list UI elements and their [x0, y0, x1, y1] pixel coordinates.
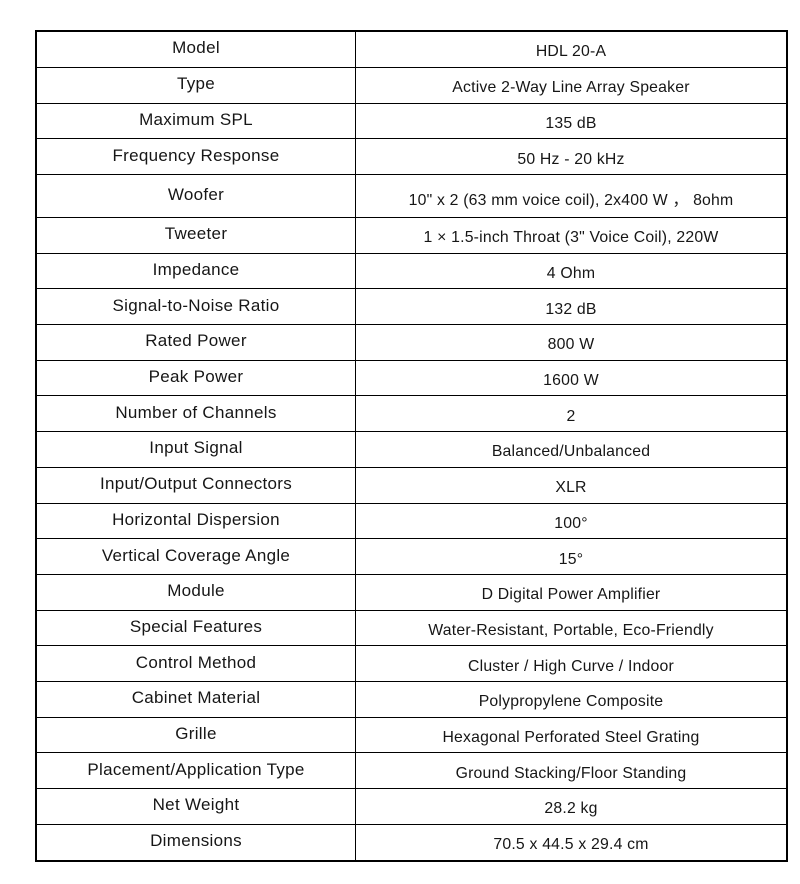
spec-label: Peak Power: [35, 359, 356, 397]
table-row: Placement/Application Type Ground Stacki…: [35, 752, 788, 790]
spec-value: 4 Ohm: [355, 252, 788, 290]
spec-value: 1 × 1.5-inch Throat (3" Voice Coil), 220…: [355, 216, 788, 254]
spec-value: D Digital Power Amplifier: [355, 573, 788, 611]
table-row: Special Features Water-Resistant, Portab…: [35, 609, 788, 647]
table-row: Dimensions 70.5 x 44.5 x 29.4 cm: [35, 823, 788, 862]
table-row: Rated Power 800 W: [35, 323, 788, 361]
spec-label: Dimensions: [35, 823, 356, 862]
spec-label: Input/Output Connectors: [35, 466, 356, 504]
table-row: Control Method Cluster / High Curve / In…: [35, 645, 788, 683]
spec-value: Polypropylene Composite: [355, 681, 788, 718]
table-row: Frequency Response 50 Hz - 20 kHz: [35, 138, 788, 176]
table-row: Vertical Coverage Angle 15°: [35, 538, 788, 575]
spec-label: Frequency Response: [35, 138, 356, 176]
spec-value: Cluster / High Curve / Indoor: [355, 645, 788, 683]
spec-label: Control Method: [35, 645, 356, 683]
spec-value: Hexagonal Perforated Steel Grating: [355, 716, 788, 754]
spec-value: 70.5 x 44.5 x 29.4 cm: [355, 823, 788, 862]
spec-value: HDL 20-A: [355, 30, 788, 68]
spec-label: Module: [35, 573, 356, 611]
table-row: Input Signal Balanced/Unbalanced: [35, 431, 788, 468]
spec-table-body: Model HDL 20-A Type Active 2-Way Line Ar…: [35, 30, 788, 862]
table-row: Horizontal Dispersion 100°: [35, 502, 788, 540]
spec-value: 10" x 2 (63 mm voice coil), 2x400 W ， 8o…: [355, 174, 788, 218]
spec-value: 800 W: [355, 323, 788, 361]
spec-value: Balanced/Unbalanced: [355, 431, 788, 468]
spec-label: Placement/Application Type: [35, 752, 356, 790]
table-row: Maximum SPL 135 dB: [35, 102, 788, 140]
speaker-spec-table: Model HDL 20-A Type Active 2-Way Line Ar…: [35, 30, 788, 862]
table-row: Number of Channels 2: [35, 395, 788, 433]
spec-label: Number of Channels: [35, 395, 356, 433]
spec-value: 15°: [355, 538, 788, 575]
spec-value: 1600 W: [355, 359, 788, 397]
spec-label: Cabinet Material: [35, 681, 356, 718]
table-row: Model HDL 20-A: [35, 30, 788, 68]
spec-label: Horizontal Dispersion: [35, 502, 356, 540]
table-row: Signal-to-Noise Ratio 132 dB: [35, 288, 788, 325]
spec-label: Model: [35, 30, 356, 68]
spec-label: Input Signal: [35, 431, 356, 468]
spec-value: 132 dB: [355, 288, 788, 325]
table-row: Module D Digital Power Amplifier: [35, 573, 788, 611]
spec-value: 50 Hz - 20 kHz: [355, 138, 788, 176]
spec-value: 135 dB: [355, 102, 788, 140]
spec-label: Rated Power: [35, 323, 356, 361]
spec-value: 28.2 kg: [355, 788, 788, 825]
spec-label: Vertical Coverage Angle: [35, 538, 356, 575]
table-row: Net Weight 28.2 kg: [35, 788, 788, 825]
spec-value: Ground Stacking/Floor Standing: [355, 752, 788, 790]
spec-label: Impedance: [35, 252, 356, 290]
spec-label: Grille: [35, 716, 356, 754]
table-row: Tweeter 1 × 1.5-inch Throat (3" Voice Co…: [35, 216, 788, 254]
spec-label: Woofer: [35, 174, 356, 218]
spec-label: Type: [35, 66, 356, 104]
table-row: Grille Hexagonal Perforated Steel Gratin…: [35, 716, 788, 754]
table-row: Input/Output Connectors XLR: [35, 466, 788, 504]
spec-label: Tweeter: [35, 216, 356, 254]
table-row: Woofer 10" x 2 (63 mm voice coil), 2x400…: [35, 174, 788, 218]
spec-label: Net Weight: [35, 788, 356, 825]
spec-value: XLR: [355, 466, 788, 504]
table-row: Type Active 2-Way Line Array Speaker: [35, 66, 788, 104]
spec-label: Special Features: [35, 609, 356, 647]
spec-label: Maximum SPL: [35, 102, 356, 140]
spec-label: Signal-to-Noise Ratio: [35, 288, 356, 325]
table-row: Cabinet Material Polypropylene Composite: [35, 681, 788, 718]
table-row: Impedance 4 Ohm: [35, 252, 788, 290]
spec-value: 2: [355, 395, 788, 433]
spec-value: Active 2-Way Line Array Speaker: [355, 66, 788, 104]
spec-value: Water-Resistant, Portable, Eco-Friendly: [355, 609, 788, 647]
table-row: Peak Power 1600 W: [35, 359, 788, 397]
spec-value: 100°: [355, 502, 788, 540]
